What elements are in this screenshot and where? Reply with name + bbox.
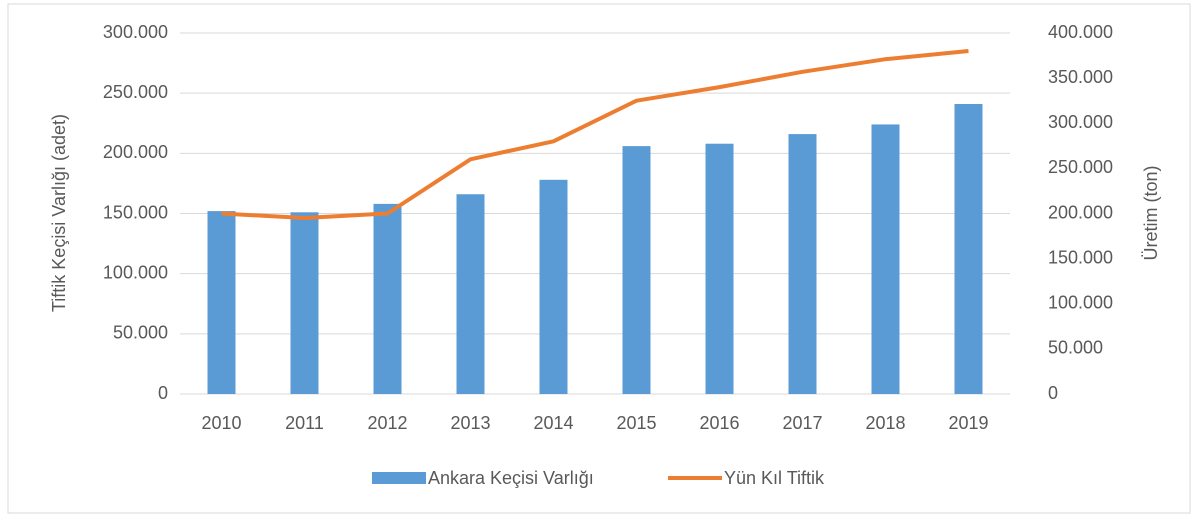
y-tick-label: 0	[158, 383, 168, 403]
x-tick-label: 2017	[782, 413, 822, 433]
y2-tick-label: 150.000	[1048, 247, 1113, 267]
bar	[705, 143, 734, 394]
x-tick-label: 2019	[948, 413, 988, 433]
y-axis-title: Tiftik Keçisi Varlığı (adet)	[49, 114, 69, 312]
x-tick-label: 2013	[450, 413, 490, 433]
bar	[290, 212, 319, 394]
bar	[788, 134, 817, 394]
legend-label: Yün Kıl Tiftik	[724, 468, 825, 488]
y-tick-label: 150.000	[103, 202, 168, 222]
chart-border	[7, 3, 1191, 514]
y2-tick-label: 100.000	[1048, 293, 1113, 313]
bar	[456, 194, 485, 394]
y2-tick-label: 200.000	[1048, 202, 1113, 222]
x-tick-label: 2011	[285, 413, 324, 433]
x-tick-label: 2018	[865, 413, 905, 433]
y2-tick-label: 400.000	[1048, 22, 1113, 42]
bar	[207, 211, 236, 394]
y-tick-label: 300.000	[103, 22, 168, 42]
x-tick-label: 2014	[533, 413, 573, 433]
line	[221, 49, 969, 221]
y2-tick-label: 250.000	[1048, 157, 1113, 177]
legend-swatch	[372, 472, 426, 484]
bar	[539, 179, 568, 394]
y2-axis-title: Üretim (ton)	[1141, 165, 1161, 260]
x-tick-label: 2012	[367, 413, 407, 433]
y2-tick-label: 0	[1048, 383, 1058, 403]
bar	[871, 124, 900, 394]
y-tick-label: 50.000	[113, 323, 168, 343]
bar	[373, 203, 402, 394]
y-tick-label: 200.000	[103, 142, 168, 162]
y-tick-label: 250.000	[103, 82, 168, 102]
y2-tick-label: 50.000	[1048, 338, 1103, 358]
y2-tick-label: 300.000	[1048, 112, 1113, 132]
x-tick-label: 2010	[201, 413, 241, 433]
bar	[622, 146, 651, 394]
y2-tick-label: 350.000	[1048, 67, 1113, 87]
x-tick-label: 2016	[699, 413, 739, 433]
bar	[954, 103, 983, 394]
x-tick-label: 2015	[616, 413, 656, 433]
legend-label: Ankara Keçisi Varlığı	[428, 468, 594, 488]
y-tick-label: 100.000	[103, 262, 168, 282]
